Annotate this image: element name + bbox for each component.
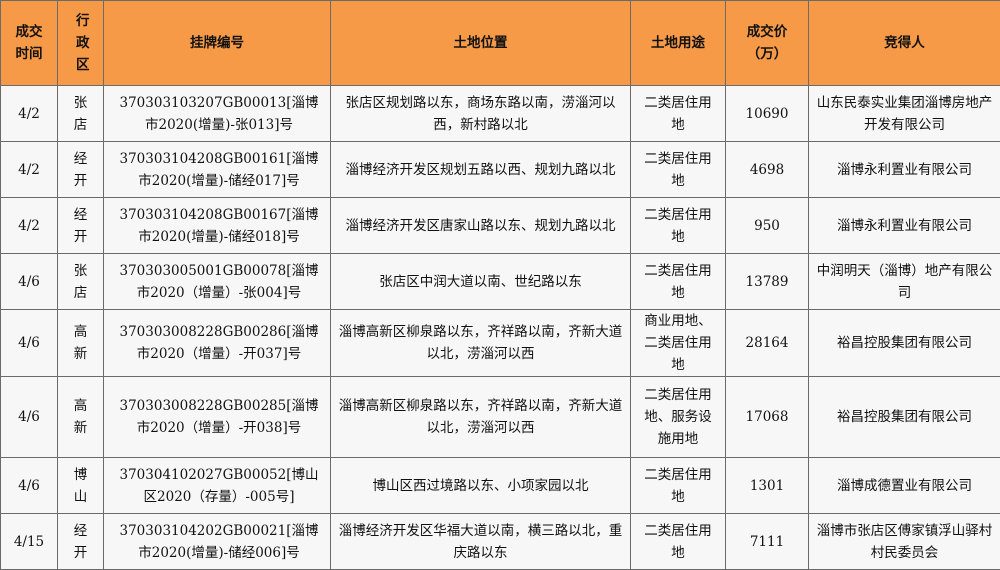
header-cell: 挂牌编号 [104, 1, 331, 86]
table-cell: 370303104202GB00021[淄博市2020(增量)-储经006]号 [104, 514, 331, 570]
table-cell: 淄博经济开发区规划五路以西、规划九路以北 [331, 142, 631, 198]
table-cell: 370303005001GB00078[淄博市2020（增量）-张004]号 [104, 254, 331, 310]
table-cell: 370303104208GB00161[淄博市2020(增量)-储经017]号 [104, 142, 331, 198]
table-cell: 经开 [58, 142, 104, 198]
table-cell: 4/15 [1, 514, 58, 570]
table-cell: 淄博高新区柳泉路以东，齐祥路以南，齐新大道以北，涝淄河以西 [331, 377, 631, 458]
table-cell: 13789 [726, 254, 809, 310]
table-cell: 4/2 [1, 86, 58, 142]
table-cell: 经开 [58, 514, 104, 570]
table-cell: 10690 [726, 86, 809, 142]
table-cell: 370303104208GB00167[淄博市2020(增量)-储经018]号 [104, 198, 331, 254]
table-cell: 370303103207GB00013[淄博市2020(增量)-张013]号 [104, 86, 331, 142]
header-cell: 行政区 [58, 1, 104, 86]
table-cell: 4698 [726, 142, 809, 198]
table-cell: 淄博高新区柳泉路以东，齐祥路以南，齐新大道以北，涝淄河以西 [331, 310, 631, 377]
table-cell: 二类居住用地 [631, 514, 726, 570]
table-cell: 二类居住用地 [631, 254, 726, 310]
table-cell: 4/2 [1, 142, 58, 198]
table-cell: 张店 [58, 254, 104, 310]
table-cell: 4/6 [1, 377, 58, 458]
table-cell: 博山 [58, 458, 104, 514]
table-cell: 二类居住用地 [631, 458, 726, 514]
table-cell: 4/2 [1, 198, 58, 254]
table-cell: 370303008228GB00285[淄博市2020（增量）-开038]号 [104, 377, 331, 458]
header-row: 成交时间行政区挂牌编号土地位置土地用途成交价（万）竞得人 [1, 1, 1000, 86]
table-cell: 裕昌控股集团有限公司 [809, 310, 1000, 377]
table-cell: 二类居住用地、服务设施用地 [631, 377, 726, 458]
table-cell: 17068 [726, 377, 809, 458]
table-cell: 370304102027GB00052[博山区2020（存量）-005号] [104, 458, 331, 514]
header-cell: 成交时间 [1, 1, 58, 86]
table-cell: 370303008228GB00286[淄博市2020（增量）-开037]号 [104, 310, 331, 377]
header-cell: 土地位置 [331, 1, 631, 86]
table-cell: 淄博成德置业有限公司 [809, 458, 1000, 514]
table-cell: 博山区西过境路以东、小项家园以北 [331, 458, 631, 514]
table-cell: 4/6 [1, 310, 58, 377]
table-cell: 淄博经济开发区华福大道以南，横三路以北，重庆路以东 [331, 514, 631, 570]
table-cell: 28164 [726, 310, 809, 377]
table-cell: 4/6 [1, 254, 58, 310]
table-cell: 中润明天（淄博）地产有限公司 [809, 254, 1000, 310]
table-cell: 1301 [726, 458, 809, 514]
table-cell: 二类居住用地 [631, 198, 726, 254]
table-cell: 经开 [58, 198, 104, 254]
table-cell: 淄博永利置业有限公司 [809, 142, 1000, 198]
table-cell: 裕昌控股集团有限公司 [809, 377, 1000, 458]
table-cell: 4/6 [1, 458, 58, 514]
header-cell: 土地用途 [631, 1, 726, 86]
table-cell: 950 [726, 198, 809, 254]
table-cell: 淄博市张店区傅家镇浮山驿村村民委员会 [809, 514, 1000, 570]
header-cell: 成交价（万） [726, 1, 809, 86]
table-cell: 张店区规划路以东，商场东路以南，涝淄河以西，新村路以北 [331, 86, 631, 142]
table-cell: 张店 [58, 86, 104, 142]
table-cell: 高新 [58, 377, 104, 458]
header-cell: 竞得人 [809, 1, 1000, 86]
table-cell: 淄博经济开发区唐家山路以东、规划九路以北 [331, 198, 631, 254]
table-cell: 张店区中润大道以南、世纪路以东 [331, 254, 631, 310]
table-cell: 二类居住用地 [631, 142, 726, 198]
table-cell: 淄博永利置业有限公司 [809, 198, 1000, 254]
table-cell: 商业用地、二类居住用地 [631, 310, 726, 377]
table-cell: 高新 [58, 310, 104, 377]
table-cell: 二类居住用地 [631, 86, 726, 142]
table-cell: 7111 [726, 514, 809, 570]
table-cell: 山东民泰实业集团淄博房地产开发有限公司 [809, 86, 1000, 142]
